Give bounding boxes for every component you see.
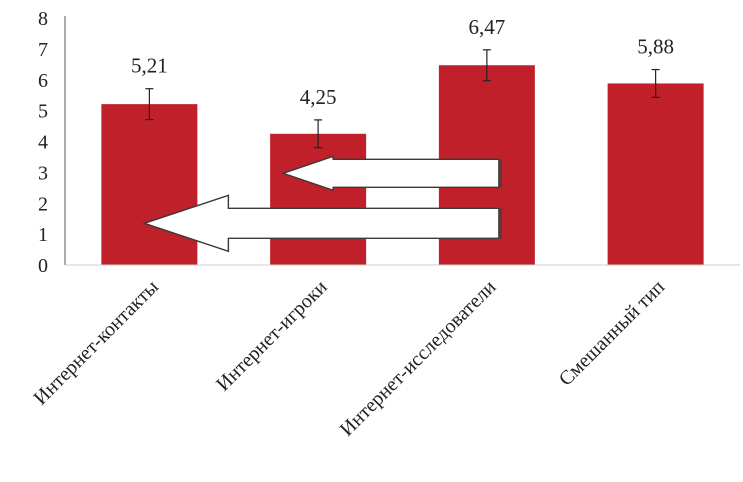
- y-tick-label: 8: [38, 8, 48, 30]
- y-tick-label: 4: [38, 132, 48, 154]
- data-label: 6,47: [469, 15, 506, 39]
- x-category-label: Смешанный тип: [555, 276, 670, 391]
- x-category-label: Интернет-игроки: [212, 276, 332, 396]
- arrow-shape: [142, 194, 500, 253]
- bar: [270, 133, 367, 265]
- bar: [607, 83, 704, 265]
- annotation-arrows: [142, 155, 502, 253]
- y-tick-label: 3: [38, 162, 48, 184]
- y-tick-label: 7: [38, 39, 48, 61]
- data-label: 5,21: [131, 54, 168, 78]
- bars-group: 5,21 4,25 6,47 5,88: [101, 15, 704, 266]
- data-label: 4,25: [300, 85, 337, 109]
- x-category-label: Интернет-исследователи: [336, 276, 501, 441]
- bar: [101, 104, 198, 265]
- y-tick-label: 0: [38, 255, 48, 277]
- y-axis: 0 1 2 3 4 5 6 7 8: [38, 8, 66, 277]
- x-axis: Интернет-контакты Интернет-игроки Интернет…: [30, 264, 740, 441]
- y-tick-label: 2: [38, 193, 48, 215]
- data-label: 5,88: [637, 35, 674, 59]
- y-tick-label: 6: [38, 70, 48, 92]
- y-tick-label: 5: [38, 101, 48, 123]
- y-tick-label: 1: [38, 224, 48, 246]
- arrow-shape: [280, 155, 500, 192]
- x-category-label: Интернет-контакты: [30, 276, 163, 409]
